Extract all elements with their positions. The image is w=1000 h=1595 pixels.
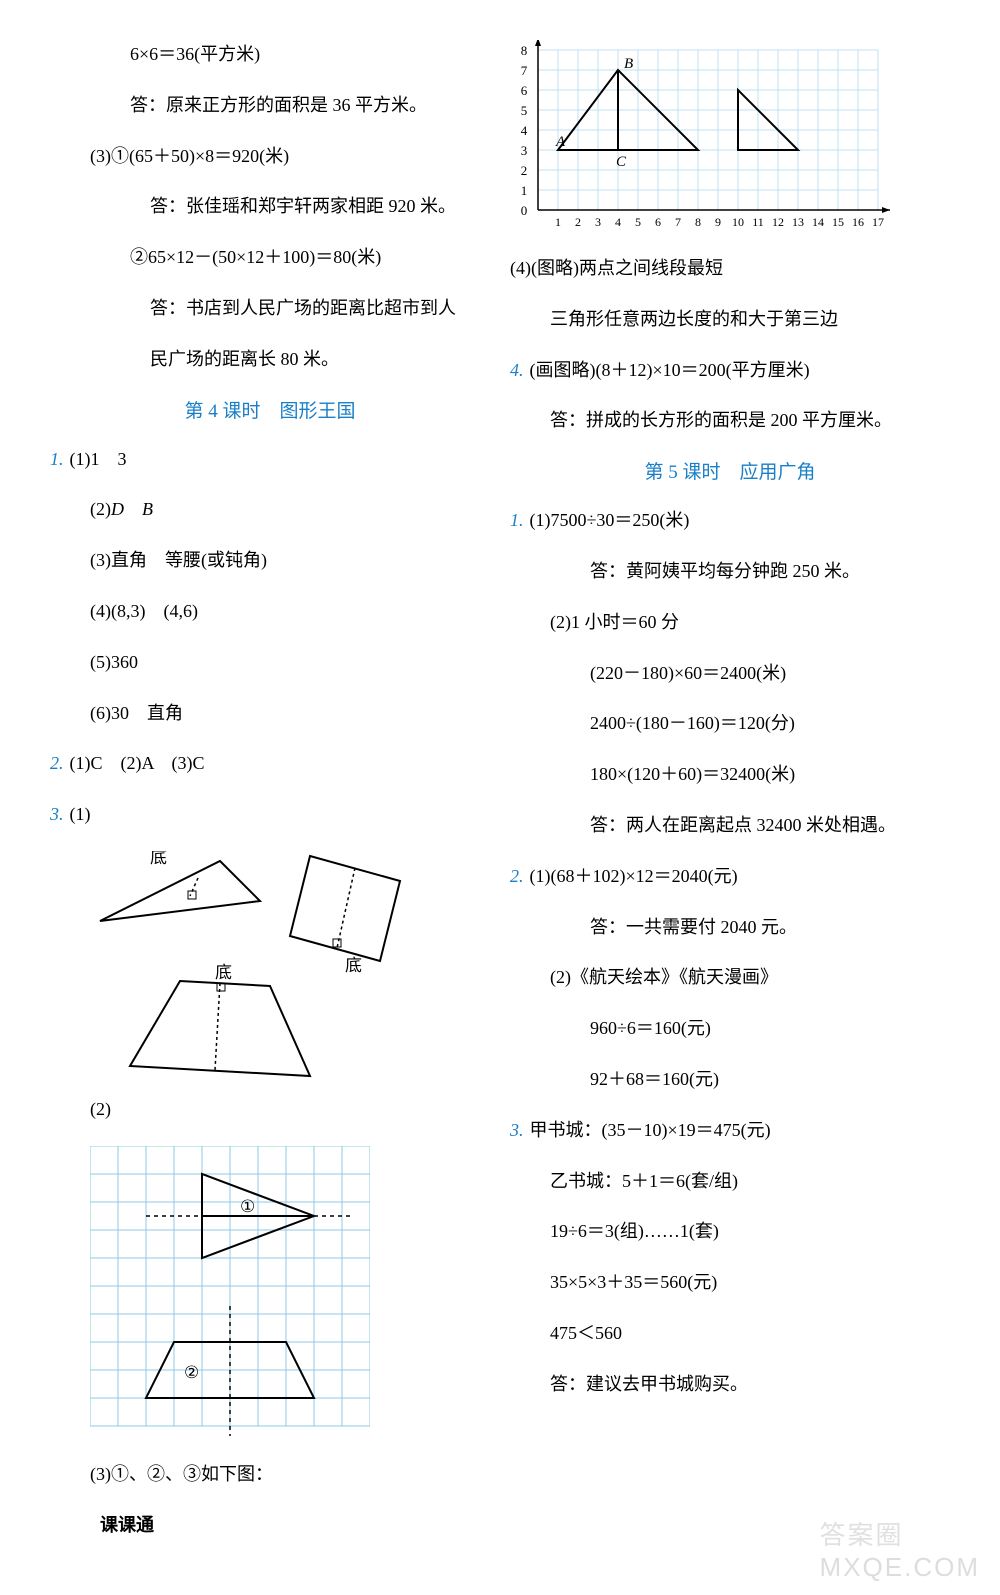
label-di-3: 底 bbox=[215, 963, 232, 982]
svg-text:1: 1 bbox=[521, 183, 528, 198]
text: 6×6＝36(平方米) bbox=[50, 40, 490, 69]
svg-text:2: 2 bbox=[575, 215, 581, 229]
text: D bbox=[111, 499, 124, 519]
svg-text:7: 7 bbox=[521, 63, 528, 78]
svg-text:6: 6 bbox=[521, 83, 528, 98]
q2: 2.(1)C (2)A (3)C bbox=[50, 749, 490, 778]
section-title-4: 第 4 课时 图形王国 bbox=[50, 396, 490, 423]
text: (4)(图略)两点之间线段最短 bbox=[510, 254, 950, 283]
text: 180×(120＋60)＝32400(米) bbox=[510, 760, 950, 789]
label-circ-2: ② bbox=[184, 1363, 199, 1382]
text: 2400÷(180－160)＝120(分) bbox=[510, 709, 950, 738]
svg-text:15: 15 bbox=[832, 215, 844, 229]
q4: 4.(画图略)(8＋12)×10＝200(平方厘米) bbox=[510, 356, 950, 385]
text: (2) bbox=[90, 499, 111, 519]
q1-1: 1.(1)1 3 bbox=[50, 445, 490, 474]
svg-text:A: A bbox=[555, 134, 566, 150]
right-column: 0123456781234567891011121314151617ABC (4… bbox=[510, 40, 950, 1555]
svg-text:8: 8 bbox=[521, 43, 528, 58]
q1-5: (5)360 bbox=[50, 648, 490, 677]
s3a: 3.甲书城：(35－10)×19＝475(元) bbox=[510, 1116, 950, 1145]
text: 19÷6＝3(组)……1(套) bbox=[510, 1217, 950, 1246]
text: 答：拼成的长方形的面积是 200 平方厘米。 bbox=[510, 406, 950, 435]
text: (2)1 小时＝60 分 bbox=[510, 608, 950, 637]
text: ②65×12－(50×12＋100)＝80(米) bbox=[50, 243, 490, 272]
svg-text:3: 3 bbox=[521, 143, 528, 158]
svg-text:5: 5 bbox=[635, 215, 641, 229]
q3-2: (2) bbox=[50, 1095, 490, 1124]
svg-text:10: 10 bbox=[732, 215, 744, 229]
s1a: 1.(1)7500÷30＝250(米) bbox=[510, 506, 950, 535]
svg-text:7: 7 bbox=[675, 215, 681, 229]
text: 答：两人在距离起点 32400 米处相遇。 bbox=[510, 811, 950, 840]
text: 民广场的距离长 80 米。 bbox=[50, 345, 490, 374]
svg-text:1: 1 bbox=[555, 215, 561, 229]
q1-6: (6)30 直角 bbox=[50, 699, 490, 728]
text: 35×5×3＋35＝560(元) bbox=[510, 1268, 950, 1297]
text: 答：张佳瑶和郑宇轩两家相距 920 米。 bbox=[50, 192, 490, 221]
svg-text:5: 5 bbox=[521, 103, 528, 118]
text: (1)(68＋102)×12＝2040(元) bbox=[530, 866, 738, 886]
text bbox=[124, 499, 142, 519]
q3-3: (3)①、②、③如下图： bbox=[50, 1460, 490, 1489]
svg-text:6: 6 bbox=[655, 215, 661, 229]
left-column: 6×6＝36(平方米) 答：原来正方形的面积是 36 平方米。 (3)①(65＋… bbox=[50, 40, 490, 1555]
svg-text:13: 13 bbox=[792, 215, 804, 229]
svg-text:9: 9 bbox=[715, 215, 721, 229]
text: (2)《航天绘本》《航天漫画》 bbox=[510, 963, 950, 992]
text: (1)C (2)A (3)C bbox=[70, 753, 205, 773]
text: 答：建议去甲书城购买。 bbox=[510, 1370, 950, 1399]
svg-text:12: 12 bbox=[772, 215, 784, 229]
svg-text:16: 16 bbox=[852, 215, 864, 229]
svg-text:0: 0 bbox=[521, 203, 528, 218]
text: 92＋68＝160(元) bbox=[510, 1065, 950, 1094]
svg-text:4: 4 bbox=[615, 215, 621, 229]
svg-text:17: 17 bbox=[872, 215, 884, 229]
q3-figure-1: 底 底 底 bbox=[90, 851, 490, 1081]
coord-chart: 0123456781234567891011121314151617ABC bbox=[510, 40, 950, 240]
footer-text: 课课通 bbox=[100, 1511, 490, 1537]
q3-1: 3.(1) bbox=[50, 800, 490, 829]
svg-text:B: B bbox=[624, 56, 633, 72]
text: (画图略)(8＋12)×10＝200(平方厘米) bbox=[530, 360, 810, 380]
text: (1)7500÷30＝250(米) bbox=[530, 510, 690, 530]
text: (3)①(65＋50)×8＝920(米) bbox=[50, 142, 490, 171]
wm-en: MXQE.COM bbox=[820, 1552, 980, 1582]
section-title-5: 第 5 课时 应用广角 bbox=[510, 457, 950, 484]
svg-text:8: 8 bbox=[695, 215, 701, 229]
svg-text:14: 14 bbox=[812, 215, 824, 229]
text: 答：书店到人民广场的距离比超市到人 bbox=[50, 294, 490, 323]
text: 答：一共需要付 2040 元。 bbox=[510, 913, 950, 942]
watermark: 答案圈 MXQE.COM bbox=[820, 1515, 980, 1583]
label-circ-1: ① bbox=[240, 1197, 255, 1216]
svg-text:C: C bbox=[616, 154, 627, 170]
text: 甲书城：(35－10)×19＝475(元) bbox=[530, 1120, 771, 1140]
s2a: 2.(1)(68＋102)×12＝2040(元) bbox=[510, 862, 950, 891]
svg-text:11: 11 bbox=[752, 215, 764, 229]
text: (1) bbox=[70, 804, 91, 824]
text: 答：原来正方形的面积是 36 平方米。 bbox=[50, 91, 490, 120]
label-di-2: 底 bbox=[345, 956, 362, 975]
text: 475＜560 bbox=[510, 1319, 950, 1348]
text: 三角形任意两边长度的和大于第三边 bbox=[510, 305, 950, 334]
text: 乙书城：5＋1＝6(套/组) bbox=[510, 1167, 950, 1196]
q1-2: (2)D B bbox=[50, 495, 490, 524]
wm-cn: 答案圈 bbox=[820, 1520, 904, 1550]
text: 答：黄阿姨平均每分钟跑 250 米。 bbox=[510, 557, 950, 586]
q1-4: (4)(8,3) (4,6) bbox=[50, 597, 490, 626]
svg-text:2: 2 bbox=[521, 163, 528, 178]
text: B bbox=[142, 499, 153, 519]
label-di-1: 底 bbox=[150, 851, 167, 867]
svg-text:3: 3 bbox=[595, 215, 601, 229]
q3-figure-2: ① ② bbox=[90, 1146, 490, 1446]
text: (220－180)×60＝2400(米) bbox=[510, 659, 950, 688]
q1-3: (3)直角 等腰(或钝角) bbox=[50, 546, 490, 575]
text: (1)1 3 bbox=[70, 449, 127, 469]
svg-text:4: 4 bbox=[521, 123, 528, 138]
text: 960÷6＝160(元) bbox=[510, 1014, 950, 1043]
